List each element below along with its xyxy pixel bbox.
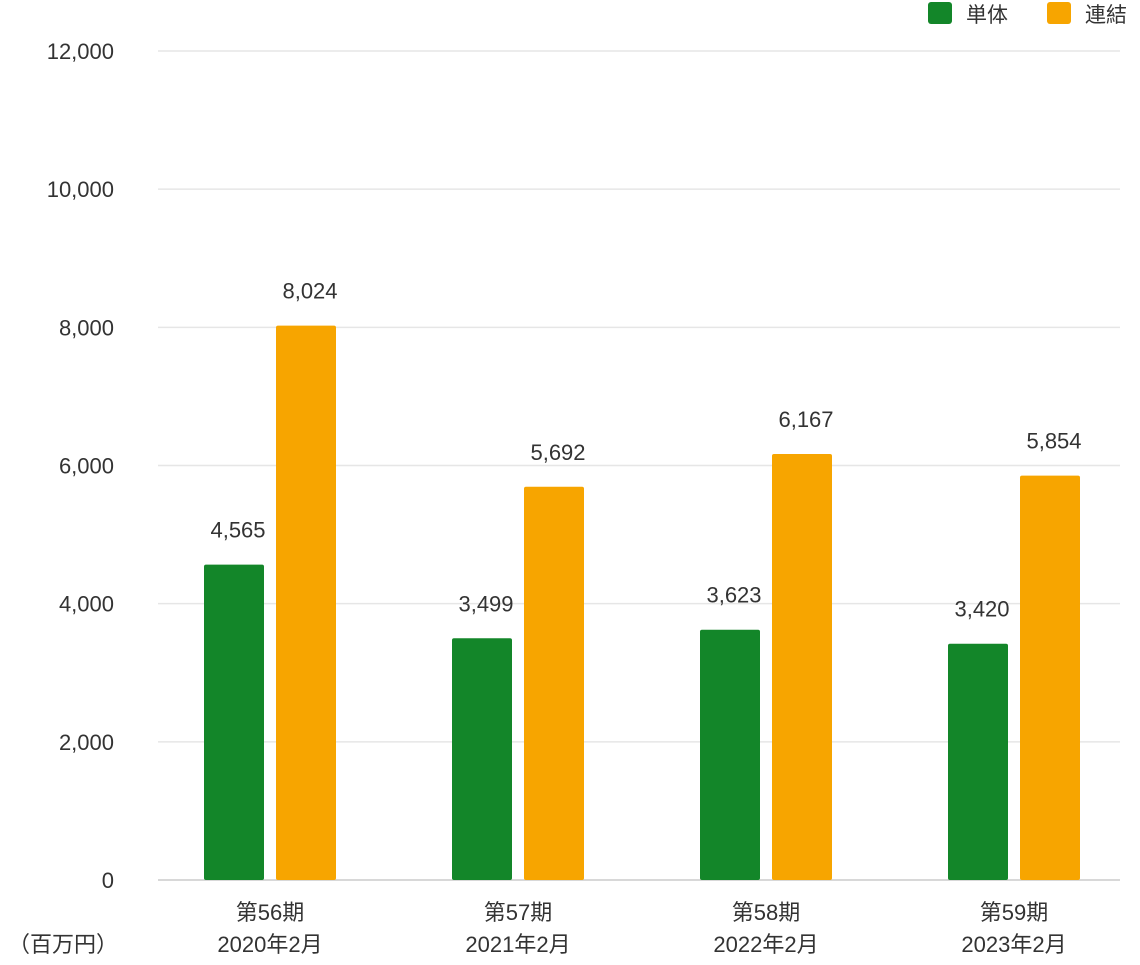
legend-label: 連結	[1085, 4, 1127, 27]
data-label: 6,167	[778, 407, 833, 432]
x-tick-label: 第58期	[732, 900, 800, 925]
y-axis: 0 2,000 4,000 6,000 8,000 10,000 12,000	[47, 39, 114, 893]
y-tick-label: 8,000	[59, 315, 114, 340]
x-tick-label: 第56期	[236, 900, 304, 925]
bar-single	[452, 638, 512, 880]
bar-single	[948, 643, 1008, 880]
x-tick-label: 第59期	[980, 900, 1048, 925]
x-axis: 第56期 2020年2月 第57期 2021年2月 第58期 2022年2月 第59期 202…	[217, 900, 1066, 957]
y-tick-label: 10,000	[47, 177, 114, 202]
bar-consolidated	[1020, 475, 1080, 880]
data-label: 3,499	[458, 591, 513, 616]
legend-swatch	[928, 2, 952, 24]
y-tick-label: 12,000	[47, 39, 114, 64]
data-label: 3,623	[706, 583, 761, 608]
legend-swatch	[1047, 2, 1071, 24]
bar-consolidated	[276, 325, 336, 881]
x-tick-label: 2021年2月	[465, 932, 570, 957]
bar-single	[700, 629, 760, 880]
y-tick-label: 0	[102, 868, 114, 893]
y-tick-label: 4,000	[59, 592, 114, 617]
x-tick-label: 第57期	[484, 900, 552, 925]
y-tick-label: 6,000	[59, 454, 114, 479]
legend-label: 単体	[966, 4, 1008, 27]
x-tick-label: 2022年2月	[713, 932, 818, 957]
bar-single	[204, 564, 264, 880]
x-tick-label: 2020年2月	[217, 932, 322, 957]
data-label: 3,420	[954, 597, 1009, 622]
data-labels: 4,565 3,499 3,623 3,420 8,024 5,692 6,167 5,854	[210, 279, 1081, 622]
y-tick-label: 2,000	[59, 730, 114, 755]
bar-consolidated	[524, 486, 584, 880]
x-tick-label: 2023年2月	[961, 932, 1066, 957]
data-label: 5,692	[530, 440, 585, 465]
data-label: 5,854	[1026, 429, 1081, 454]
bars	[204, 325, 1080, 881]
data-label: 4,565	[210, 518, 265, 543]
y-axis-unit-label: （百万円）	[8, 932, 118, 957]
data-label: 8,024	[282, 279, 337, 304]
bar-consolidated	[772, 453, 832, 880]
legend: 単体 連結	[928, 2, 1127, 27]
